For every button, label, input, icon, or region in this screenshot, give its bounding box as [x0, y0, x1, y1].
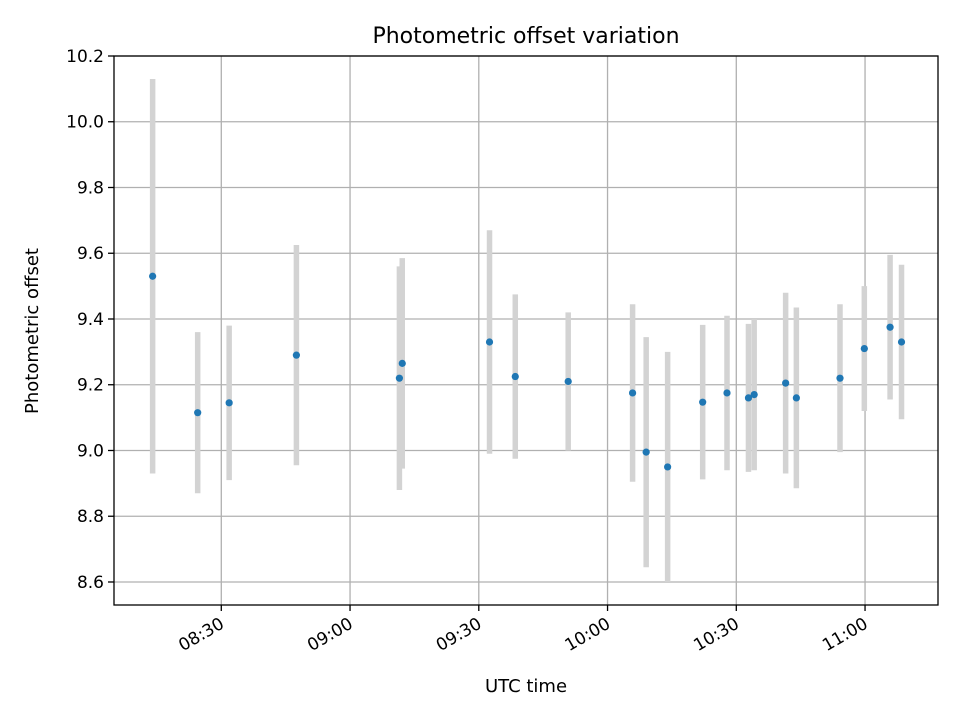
data-point — [485, 338, 494, 346]
data-point — [782, 379, 790, 387]
x-tick-label: 10:30 — [690, 614, 742, 656]
x-tick-label: 11:00 — [819, 614, 871, 656]
data-point — [897, 338, 906, 346]
chart-title: Photometric offset variation — [372, 24, 679, 49]
data-point — [628, 389, 637, 397]
data-point — [750, 391, 758, 399]
y-tick-label: 8.8 — [77, 507, 104, 527]
data-point — [395, 374, 403, 382]
data-point — [744, 394, 753, 402]
point-layer — [149, 272, 906, 471]
data-point — [398, 359, 406, 367]
data-point — [699, 398, 707, 406]
data-point — [792, 394, 800, 402]
y-tick-label: 9.8 — [77, 178, 104, 198]
data-point — [860, 344, 868, 353]
plot-frame — [113, 55, 939, 606]
data-point — [511, 372, 519, 381]
data-point — [149, 272, 157, 280]
grid-layer — [114, 55, 938, 605]
x-axis-label: UTC time — [485, 676, 567, 697]
x-tick-label: 09:30 — [433, 614, 485, 656]
y-tick-label: 9.2 — [77, 376, 104, 396]
y-tick-label: 9.4 — [77, 310, 104, 330]
y-tick-label: 10.0 — [66, 113, 104, 133]
x-tick-label: 08:30 — [175, 614, 227, 656]
data-point — [194, 409, 202, 417]
data-point — [292, 351, 300, 359]
y-axis-label: Photometric offset — [22, 248, 43, 414]
data-point — [886, 323, 894, 331]
data-point — [723, 389, 731, 397]
data-point — [836, 374, 844, 382]
y-tick-label: 9.6 — [77, 244, 104, 264]
x-tick-label: 10:00 — [562, 614, 614, 656]
data-point — [664, 463, 672, 471]
x-tick-label: 09:00 — [304, 614, 356, 656]
data-point — [225, 399, 233, 407]
y-tick-label: 10.2 — [66, 47, 104, 67]
y-tick-label: 8.6 — [77, 573, 104, 593]
y-tick-label: 9.0 — [77, 441, 104, 461]
errorbar-layer — [149, 79, 905, 582]
data-point — [642, 448, 650, 456]
data-point — [564, 377, 572, 386]
